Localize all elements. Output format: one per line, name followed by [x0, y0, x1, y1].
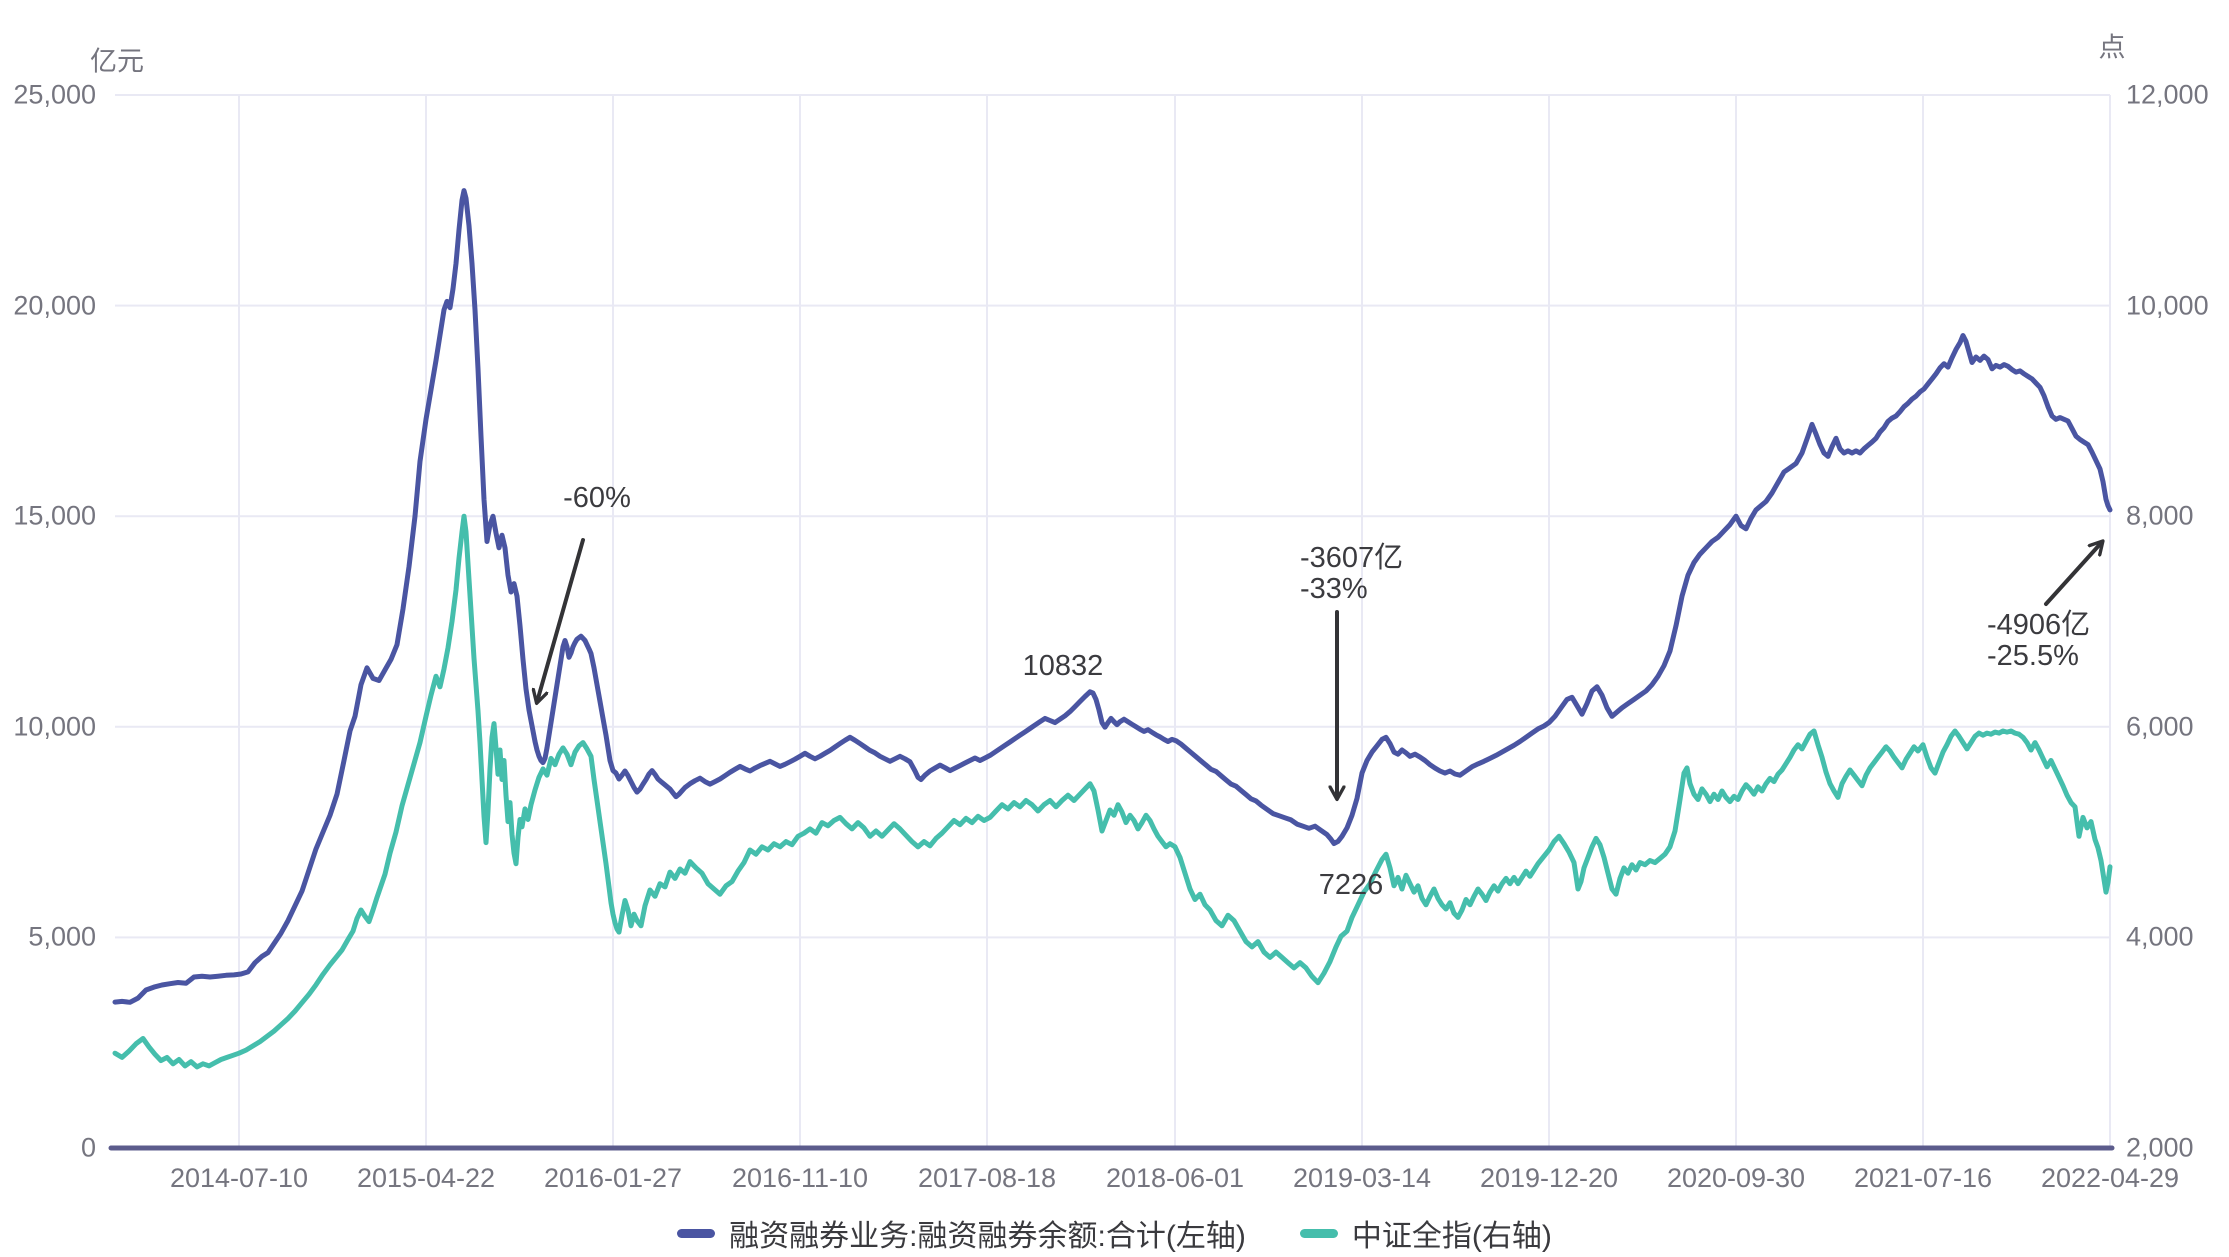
y-right-tick-label: 2,000 [2126, 1132, 2194, 1163]
x-tick-label: 2020-09-30 [1666, 1163, 1806, 1193]
y-left-tick-label: 5,000 [28, 921, 96, 952]
legend-swatch-margin-balance [677, 1228, 716, 1238]
y-left-axis-unit: 亿元 [90, 46, 144, 77]
y-right-tick-label: 12,000 [2126, 79, 2209, 110]
y-right-tick-label: 8,000 [2126, 500, 2194, 531]
series-line-csi-all-share [112, 513, 2113, 1070]
x-tick-label: 2019-03-14 [1292, 1163, 1432, 1193]
x-tick-label: 2022-04-29 [2040, 1163, 2180, 1193]
y-left-tick-label: 15,000 [13, 500, 96, 531]
y-right-tick-label: 6,000 [2126, 711, 2194, 742]
x-tick-label: 2014-07-10 [169, 1163, 309, 1193]
x-tick-label: 2021-07-16 [1853, 1163, 1993, 1193]
x-tick-label: 2017-08-18 [917, 1163, 1057, 1193]
annotation-arrow-drop-2022 [2044, 542, 2102, 606]
annotation-label-trough-2019: 7226 [1318, 869, 1384, 901]
legend: 融资融券业务:融资融券余额:合计(左轴) 中证全指(右轴) [0, 1211, 2229, 1255]
legend-label-margin-balance: 融资融券业务:融资融券余额:合计(左轴) [729, 1220, 1246, 1253]
series-line-margin-balance [112, 188, 2113, 1005]
y-left-tick-label: 10,000 [13, 711, 96, 742]
y-left-tick-label: 0 [80, 1132, 96, 1163]
x-tick-label: 2018-06-01 [1105, 1163, 1245, 1193]
legend-item-margin-balance[interactable]: 融资融券业务:融资融券余额:合计(左轴) [677, 1211, 1246, 1255]
annotation-label-drop-2018: -3607亿 -33% [1300, 542, 1404, 605]
annotation-label-drop-2015: -60% [563, 482, 631, 514]
annotation-label-drop-2022: -4906亿 -25.5% [1987, 609, 2091, 672]
legend-swatch-csi-all-share [1299, 1228, 1338, 1238]
x-tick-label: 2016-01-27 [543, 1163, 683, 1193]
y-left-tick-label: 20,000 [13, 290, 96, 321]
y-left-tick-label: 25,000 [13, 79, 96, 110]
legend-label-csi-all-share: 中证全指(右轴) [1351, 1220, 1552, 1253]
x-tick-label: 2015-04-22 [356, 1163, 496, 1193]
x-tick-label: 2019-12-20 [1479, 1163, 1619, 1193]
y-right-tick-label: 10,000 [2126, 290, 2209, 321]
x-tick-label: 2016-11-10 [731, 1163, 869, 1193]
annotation-arrow-drop-2015 [537, 538, 585, 702]
y-right-axis-unit: 点 [2098, 32, 2126, 63]
y-right-tick-label: 4,000 [2126, 921, 2194, 952]
legend-item-csi-all-share[interactable]: 中证全指(右轴) [1299, 1211, 1552, 1255]
annotation-label-peak-2018: 10832 [1022, 650, 1104, 682]
